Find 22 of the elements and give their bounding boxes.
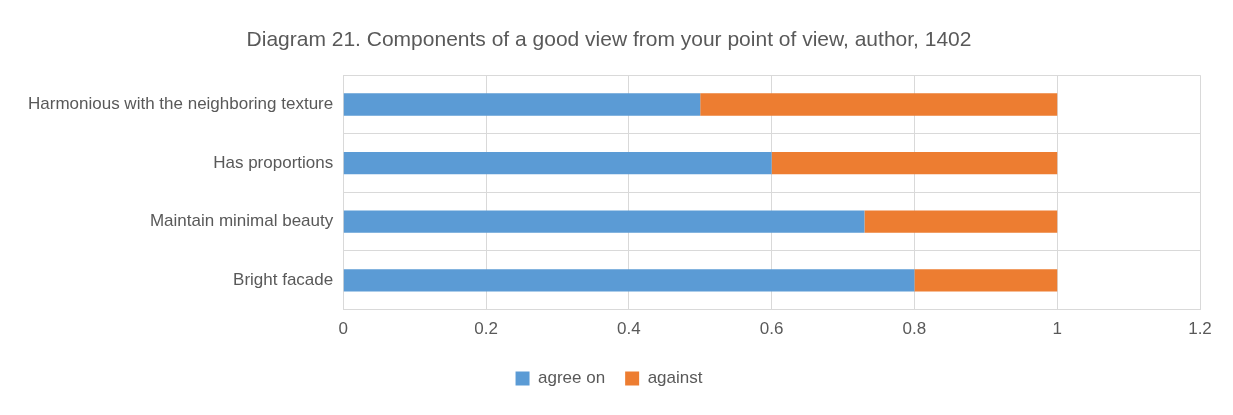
bar [343, 269, 915, 292]
bar [343, 93, 701, 116]
y-tick-label: Harmonious with the neighboring texture [27, 94, 334, 114]
bar [864, 210, 1058, 233]
x-tick-label: 0 [338, 319, 348, 339]
x-tick-label: 1.2 [1188, 319, 1212, 339]
legend-label: agree on [538, 368, 606, 388]
bar [771, 151, 1058, 175]
x-tick-label: 0.6 [759, 319, 784, 339]
x-tick-label: 0.4 [617, 319, 641, 339]
chart-title: Diagram 21. Components of a good view from your point of view, author, 1402 [246, 27, 972, 51]
bar [343, 151, 772, 175]
bar [914, 269, 1058, 292]
x-tick-label: 0.8 [902, 319, 927, 339]
x-tick-label: 1 [1052, 319, 1062, 339]
bar [343, 210, 865, 233]
bar [700, 93, 1058, 116]
y-tick-label: Bright facade [233, 269, 334, 289]
legend-label: against [647, 368, 703, 388]
x-tick-label: 0.2 [474, 319, 498, 339]
y-tick-label: Maintain minimal beauty [149, 211, 334, 231]
y-tick-label: Has proportions [213, 152, 334, 172]
